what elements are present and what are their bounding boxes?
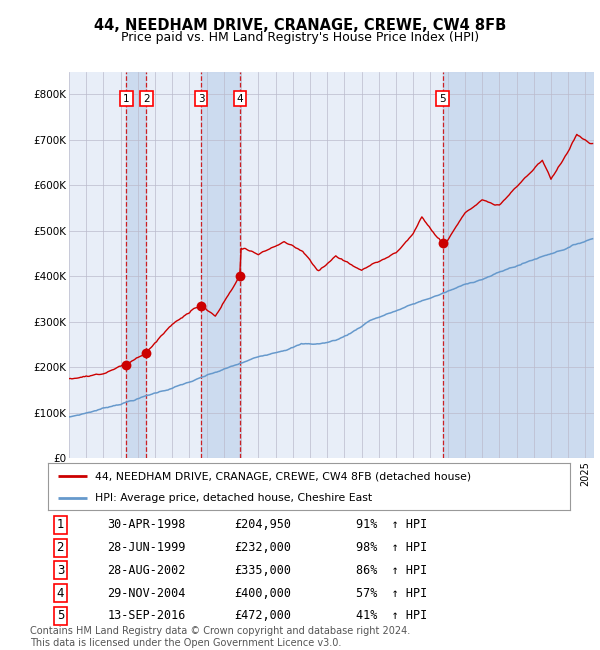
Text: 30-APR-1998: 30-APR-1998 <box>107 519 185 532</box>
Text: HPI: Average price, detached house, Cheshire East: HPI: Average price, detached house, Ches… <box>95 493 372 502</box>
Text: £232,000: £232,000 <box>234 541 291 554</box>
Text: 4: 4 <box>236 94 243 103</box>
Point <box>196 300 206 311</box>
Text: 44, NEEDHAM DRIVE, CRANAGE, CREWE, CW4 8FB: 44, NEEDHAM DRIVE, CRANAGE, CREWE, CW4 8… <box>94 18 506 33</box>
Text: 5: 5 <box>439 94 446 103</box>
Text: 28-JUN-1999: 28-JUN-1999 <box>107 541 185 554</box>
Text: 41%  ↑ HPI: 41% ↑ HPI <box>356 610 427 623</box>
Text: 86%  ↑ HPI: 86% ↑ HPI <box>356 564 427 577</box>
Text: 98%  ↑ HPI: 98% ↑ HPI <box>356 541 427 554</box>
Text: 44, NEEDHAM DRIVE, CRANAGE, CREWE, CW4 8FB (detached house): 44, NEEDHAM DRIVE, CRANAGE, CREWE, CW4 8… <box>95 471 471 481</box>
Bar <box>201 72 240 458</box>
Text: 2: 2 <box>56 541 64 554</box>
Text: 91%  ↑ HPI: 91% ↑ HPI <box>356 519 427 532</box>
Text: £472,000: £472,000 <box>234 610 291 623</box>
Text: 1: 1 <box>123 94 130 103</box>
Text: 1: 1 <box>56 519 64 532</box>
Bar <box>443 72 594 458</box>
Text: 29-NOV-2004: 29-NOV-2004 <box>107 586 185 599</box>
Point <box>235 271 245 281</box>
Text: £204,950: £204,950 <box>234 519 291 532</box>
Text: 5: 5 <box>56 610 64 623</box>
Text: Contains HM Land Registry data © Crown copyright and database right 2024.
This d: Contains HM Land Registry data © Crown c… <box>30 627 410 648</box>
Text: 4: 4 <box>56 586 64 599</box>
Text: 3: 3 <box>56 564 64 577</box>
Text: 3: 3 <box>198 94 205 103</box>
Point <box>142 348 151 358</box>
Point <box>122 360 131 370</box>
Bar <box>127 72 146 458</box>
Text: £400,000: £400,000 <box>234 586 291 599</box>
Text: 2: 2 <box>143 94 150 103</box>
Text: £335,000: £335,000 <box>234 564 291 577</box>
Text: Price paid vs. HM Land Registry's House Price Index (HPI): Price paid vs. HM Land Registry's House … <box>121 31 479 44</box>
Text: 57%  ↑ HPI: 57% ↑ HPI <box>356 586 427 599</box>
Point <box>438 239 448 249</box>
Text: 13-SEP-2016: 13-SEP-2016 <box>107 610 185 623</box>
Text: 28-AUG-2002: 28-AUG-2002 <box>107 564 185 577</box>
